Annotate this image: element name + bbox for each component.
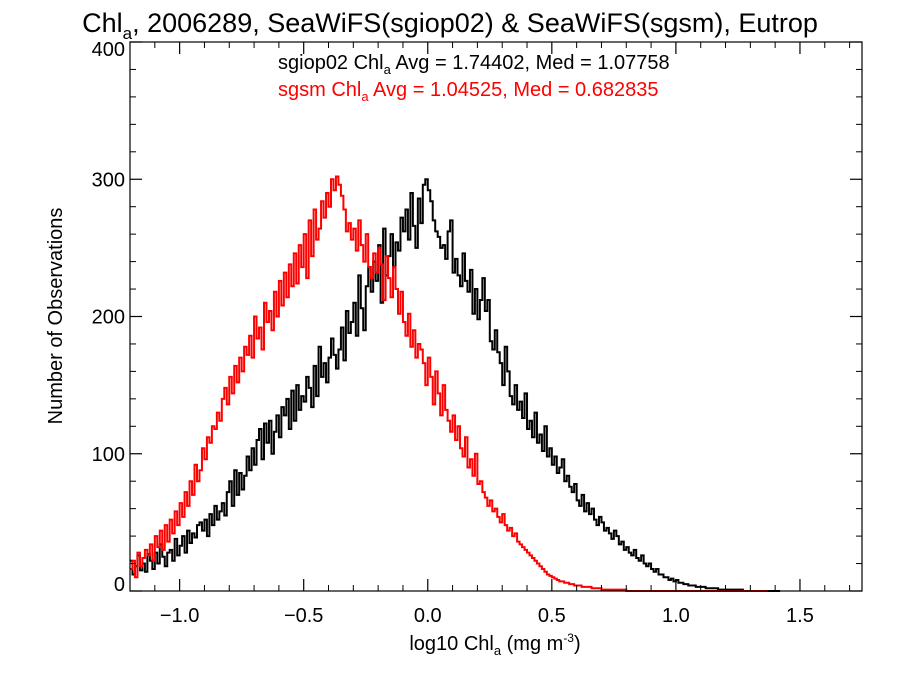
title-rest: , 2006289, SeaWiFS(sgiop02) & SeaWiFS(sg… — [132, 8, 818, 38]
y-tick-label: 200 — [92, 307, 125, 329]
series-layer — [130, 175, 781, 592]
annotation-sgiop02: sgiop02 Chla Avg = 1.74402, Med = 1.0775… — [278, 52, 670, 77]
x-tick-label: 0.0 — [414, 605, 442, 627]
x-tick-label: 1.0 — [662, 605, 690, 627]
x-tick-label: −0.5 — [284, 605, 323, 627]
axis-layer: −1.0 −0.5 0.0 0.5 1.0 1.5 0 100 200 300 400 — [92, 39, 863, 627]
x-tick-label: 1.5 — [786, 605, 814, 627]
y-axis-label: Number of Observations — [45, 208, 67, 425]
series-line-1 — [130, 175, 768, 592]
chart-title: Chla, 2006289, SeaWiFS(sgiop02) & SeaWiF… — [82, 8, 818, 43]
annotation-sgiop02-rest: Avg = 1.74402, Med = 1.07758 — [391, 52, 670, 74]
y-tick-label: 400 — [92, 39, 125, 61]
y-tick-label: 300 — [92, 169, 125, 191]
x-axis-label-sup: -3 — [563, 631, 574, 645]
title-subscript: a — [123, 24, 133, 43]
x-tick-label: −1.0 — [160, 605, 199, 627]
annotation-sgsm-rest: Avg = 1.04525, Med = 0.682835 — [369, 79, 659, 101]
title-main: Chl — [82, 8, 123, 38]
x-axis-label-close: ) — [574, 633, 581, 655]
annotation-sgsm-main: sgsm Chl — [278, 79, 361, 101]
y-tick-label: 100 — [92, 444, 125, 466]
x-axis-label-main: log10 Chl — [409, 633, 494, 655]
series-line-0 — [130, 178, 781, 592]
annotation-sgiop02-sub: a — [384, 62, 392, 77]
y-tick-label: 0 — [114, 574, 125, 596]
annotation-sgiop02-main: sgiop02 Chl — [278, 52, 384, 74]
x-axis-label-sub: a — [494, 643, 502, 658]
x-axis-label-units: (mg m — [501, 633, 563, 655]
x-tick-label: 0.5 — [538, 605, 566, 627]
annotation-sgsm-sub: a — [361, 89, 369, 104]
x-axis-label: log10 Chla (mg m-3) — [409, 631, 580, 658]
annotation-sgsm: sgsm Chla Avg = 1.04525, Med = 0.682835 — [278, 79, 658, 104]
